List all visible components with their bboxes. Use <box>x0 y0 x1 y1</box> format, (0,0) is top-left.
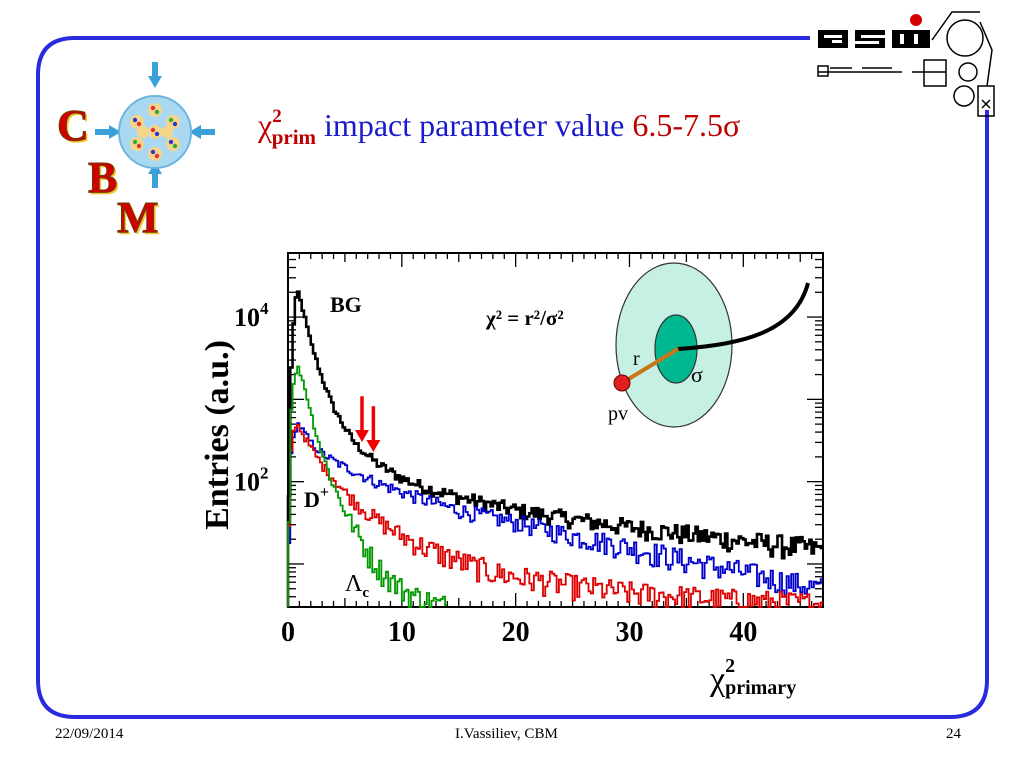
y-tick-label: 104 <box>234 299 269 332</box>
chi2-inset-diagram: χ² = r²/σ² r σ pv <box>485 262 810 428</box>
series-line-0 <box>286 290 823 607</box>
slide-title: χ2prim impact parameter value 6.5-7.5σ <box>258 106 740 150</box>
r-label: r <box>633 348 640 370</box>
x-tick-label: 30 <box>615 617 643 648</box>
series-line-2 <box>287 424 823 608</box>
lambda-c-label: Λc <box>345 571 369 601</box>
title-range: 6.5-7.5σ <box>632 107 741 143</box>
series-layer <box>286 290 823 608</box>
chi2-histogram-chart: 0 10 20 30 40 102 104 Entries (a.u.) χ2 primary χ… <box>199 252 824 699</box>
frame-border <box>36 36 989 719</box>
cbm-logo: C B M <box>55 60 245 243</box>
bg-label: BG <box>330 292 362 317</box>
pv-point <box>613 374 631 392</box>
footer-page-number: 24 <box>946 726 961 742</box>
cut-arrows <box>354 396 381 453</box>
title-middle-text: impact parameter value <box>324 107 625 143</box>
r-vector <box>620 347 680 385</box>
footer-author: I.Vassiliev, CBM <box>455 726 558 742</box>
dplus-label: D+ <box>304 484 329 512</box>
y-axis-label: Entries (a.u.) <box>199 340 236 530</box>
x-axis-label: χ2 primary <box>709 655 796 699</box>
plot-area <box>287 252 824 608</box>
cut-arrow-head <box>354 430 369 443</box>
title-chi-subscript: prim <box>271 125 317 149</box>
cbm-logo-graphic <box>95 62 215 188</box>
title-chi: χ <box>258 107 273 143</box>
cbm-letter-m: M <box>117 193 160 243</box>
axis-labels: 0 10 20 30 40 102 104 Entries (a.u.) χ2 primary <box>199 299 796 699</box>
cbm-letter-b: B <box>87 153 118 203</box>
dplus-letter: D <box>304 487 320 512</box>
title-chi-superscript: 2 <box>272 106 282 127</box>
lambda-letter: Λ <box>345 571 363 597</box>
footer-date: 22/09/2014 <box>55 726 124 742</box>
series-line-3 <box>287 365 448 608</box>
sigma-label: σ <box>691 362 703 387</box>
cut-arrow-head <box>366 440 381 453</box>
x-tick-label: 0 <box>281 617 295 648</box>
x-tick-label: 20 <box>502 617 530 648</box>
lambda-subscript: c <box>362 585 369 601</box>
x-tick-label: 10 <box>388 617 416 648</box>
gsi-logo <box>812 0 1012 130</box>
track-curve <box>677 282 810 351</box>
y-tick-label: 102 <box>234 464 269 497</box>
cbm-letter-c: C <box>57 101 90 151</box>
gsi-logo-graphic <box>817 11 995 117</box>
series-line-1 <box>287 422 823 607</box>
dplus-superscript: + <box>320 484 329 501</box>
x-tick-label: 40 <box>729 617 757 648</box>
formula-label: χ² = r²/σ² <box>485 306 564 330</box>
pv-label: pv <box>608 403 628 425</box>
